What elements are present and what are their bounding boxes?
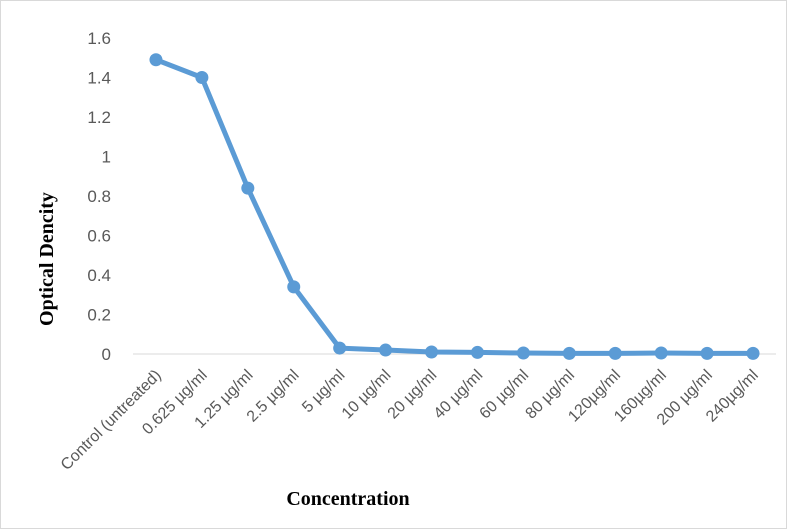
y-tick-label: 1.6 [87, 29, 111, 48]
data-point-marker [241, 181, 255, 195]
y-axis-title: Optical Dencity [36, 192, 58, 326]
y-tick-label: 1 [102, 148, 111, 167]
data-point-marker [287, 280, 301, 294]
y-tick-label: 0.6 [87, 227, 111, 246]
x-tick-label: 20 µg/ml [385, 367, 441, 423]
x-axis-ticks: Control (untreated)0.625 µg/ml1.25 µg/ml… [58, 367, 762, 474]
y-tick-label: 0.2 [87, 306, 111, 325]
data-point-marker [149, 53, 163, 67]
y-tick-label: 0 [102, 345, 111, 364]
data-point-marker [516, 346, 530, 360]
x-tick-label: 10 µg/ml [339, 367, 395, 423]
series-layer [149, 53, 760, 360]
data-point-marker [470, 345, 484, 359]
data-point-marker [562, 346, 576, 360]
y-axis-ticks: 0 0.2 0.4 0.6 0.8 1 1.2 1.4 1.6 [87, 29, 111, 364]
y-tick-label: 0.4 [87, 266, 111, 285]
x-tick-label: 60 µg/ml [477, 367, 533, 423]
y-tick-label: 1.2 [87, 108, 111, 127]
data-point-marker [700, 346, 714, 360]
data-point-marker [333, 341, 347, 355]
data-point-marker [654, 346, 668, 360]
data-point-marker [425, 345, 439, 359]
data-point-marker [608, 346, 622, 360]
x-tick-label: 40 µg/ml [431, 367, 487, 423]
data-point-marker [379, 343, 393, 357]
y-tick-label: 1.4 [87, 69, 111, 88]
data-point-marker [195, 71, 209, 84]
y-tick-label: 0.8 [87, 187, 111, 206]
series-line [153, 57, 756, 356]
x-axis-title: Concentration [286, 488, 409, 510]
data-point-marker [746, 346, 760, 360]
